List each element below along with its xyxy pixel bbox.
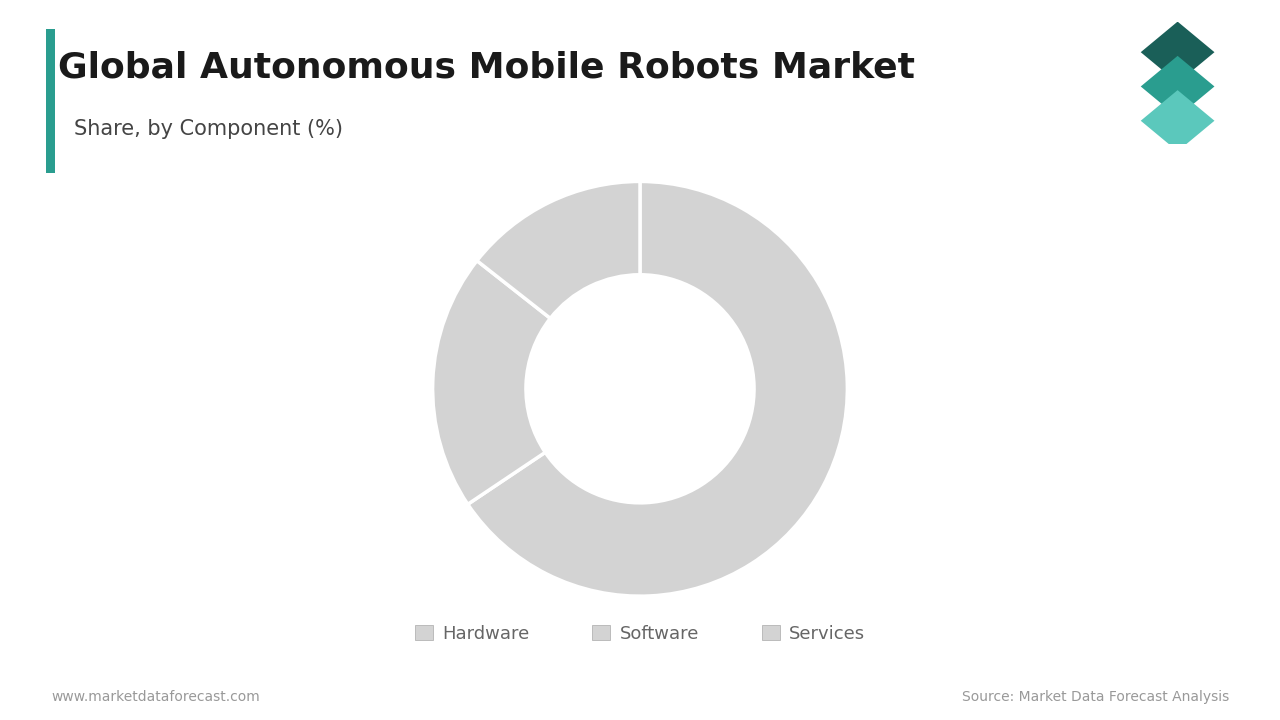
Polygon shape [1140,56,1215,117]
Text: Global Autonomous Mobile Robots Market: Global Autonomous Mobile Robots Market [58,50,915,84]
Wedge shape [467,181,847,596]
Wedge shape [433,261,550,504]
Text: Share, by Component (%): Share, by Component (%) [74,119,343,139]
Text: www.marketdataforecast.com: www.marketdataforecast.com [51,690,260,704]
Text: Source: Market Data Forecast Analysis: Source: Market Data Forecast Analysis [961,690,1229,704]
Legend: Hardware, Software, Services: Hardware, Software, Services [407,617,873,649]
Polygon shape [1140,90,1215,151]
Polygon shape [1140,22,1215,83]
FancyBboxPatch shape [46,29,55,173]
Wedge shape [477,181,640,318]
